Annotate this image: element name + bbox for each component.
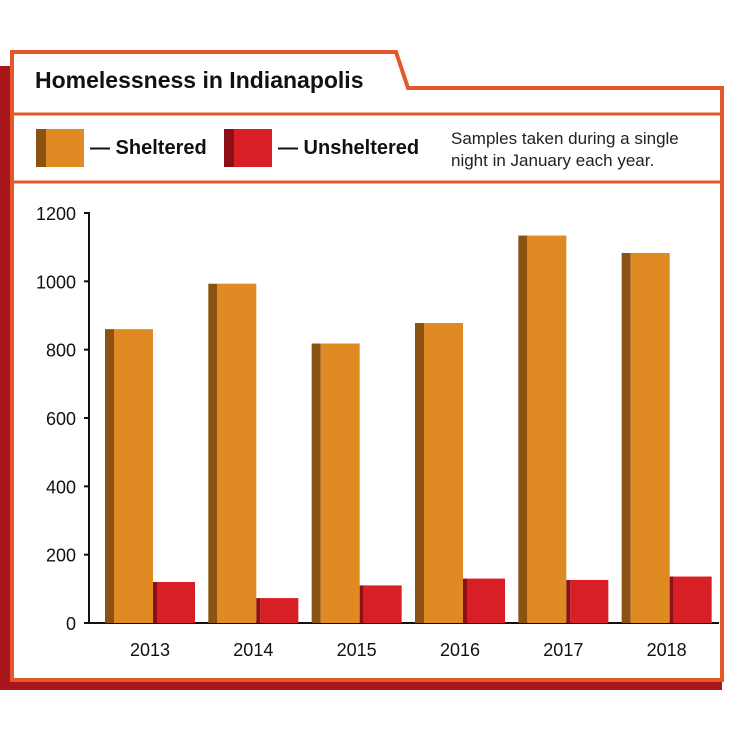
bar-sheltered-shadow-2015 (311, 343, 321, 623)
bar-unsheltered-shadow-2018 (669, 576, 674, 623)
x-tick-label-2013: 2013 (130, 640, 170, 660)
x-tick-label-2018: 2018 (647, 640, 687, 660)
bar-unsheltered-2018 (673, 576, 712, 623)
bar-unsheltered-shadow-2016 (463, 578, 467, 623)
y-ticks: 0 200 400 600 800 1000 1200 (36, 204, 89, 634)
legend-label-sheltered: — Sheltered (90, 137, 207, 159)
bar-unsheltered-2014 (260, 598, 299, 623)
y-tick-label-400: 400 (46, 477, 76, 497)
chart-title: Homelessness in Indianapolis (35, 67, 364, 93)
bar-unsheltered-2013 (157, 582, 195, 623)
legend-label-unsheltered: — Unsheltered (278, 137, 419, 159)
y-tick-label-200: 200 (46, 546, 76, 566)
x-tick-label-2015: 2015 (337, 640, 377, 660)
bar-sheltered-shadow-2016 (415, 323, 424, 623)
bar-sheltered-shadow-2013 (105, 329, 114, 623)
x-tick-label-2017: 2017 (543, 640, 583, 660)
legend: — Sheltered — Unsheltered Samples taken … (36, 129, 679, 170)
bar-unsheltered-shadow-2013 (153, 582, 157, 623)
y-tick-label-1200: 1200 (36, 204, 76, 224)
bar-sheltered-2015 (320, 343, 360, 623)
bar-sheltered-2013 (114, 329, 153, 623)
x-tick-label-2014: 2014 (233, 640, 273, 660)
bar-unsheltered-shadow-2017 (566, 579, 571, 623)
x-labels: 2013 2014 2015 2016 2017 2018 (130, 640, 687, 660)
bars (105, 235, 712, 624)
bar-unsheltered-shadow-2015 (359, 585, 364, 623)
legend-swatch-sheltered (36, 129, 84, 167)
bar-sheltered-2018 (630, 252, 670, 623)
note-line-1: Samples taken during a single (451, 129, 679, 148)
bar-unsheltered-2017 (570, 579, 609, 623)
y-tick-label-800: 800 (46, 341, 76, 361)
bar-sheltered-2016 (424, 323, 463, 623)
bar-sheltered-shadow-2014 (208, 283, 218, 623)
y-tick-label-600: 600 (46, 409, 76, 429)
bar-sheltered-2017 (527, 235, 567, 624)
legend-swatch-unsheltered (224, 129, 272, 167)
bar-unsheltered-2015 (363, 585, 402, 623)
y-tick-label-0: 0 (66, 614, 76, 634)
bar-unsheltered-2016 (467, 578, 505, 623)
note-line-2: night in January each year. (451, 151, 654, 170)
x-tick-label-2016: 2016 (440, 640, 480, 660)
bar-sheltered-shadow-2018 (621, 252, 631, 623)
y-tick-label-1000: 1000 (36, 272, 76, 292)
bar-sheltered-shadow-2017 (518, 235, 528, 624)
bar-sheltered-2014 (217, 283, 257, 623)
bar-unsheltered-shadow-2014 (256, 598, 261, 623)
